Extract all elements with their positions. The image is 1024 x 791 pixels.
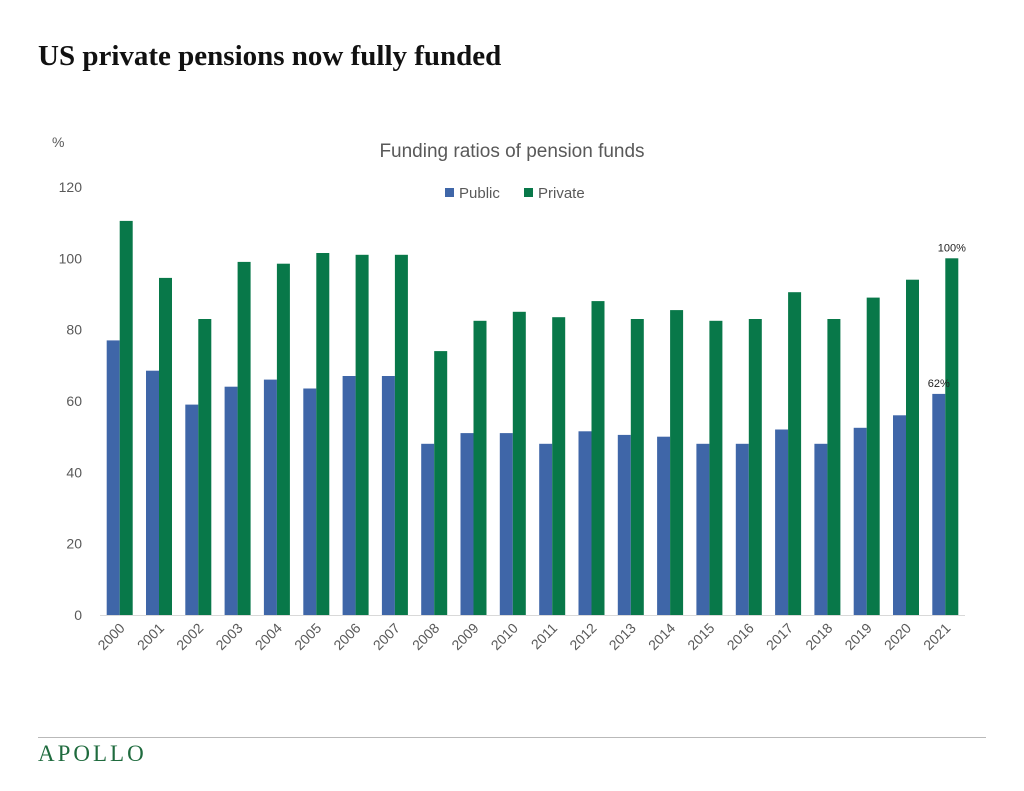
x-tick-label: 2020	[881, 620, 914, 653]
bar-public-2019	[853, 427, 867, 616]
legend-swatch-private	[524, 188, 533, 197]
bar-private-2009	[473, 320, 487, 616]
legend-label-public: Public	[459, 185, 500, 202]
bar-private-2012	[591, 301, 605, 615]
bar-chart: 0 20 40 60 80 100 120 2000 2001 2002 2003 2004 2005…	[52, 134, 966, 653]
bar-public-2015	[696, 443, 710, 615]
bar-public-2017	[775, 429, 789, 615]
bar-public-2001	[146, 370, 159, 615]
x-axis-ticks: 2000 2001 2002 2003 2004 2005 2006 2007 2008 2009…	[94, 620, 953, 653]
bar-private-2018	[827, 319, 841, 615]
x-tick-label: 2018	[802, 620, 835, 653]
bar-private-2007	[394, 254, 408, 616]
y-tick-label: 120	[59, 179, 83, 195]
bar-public-2021	[932, 393, 946, 615]
x-tick-label: 2010	[488, 620, 521, 653]
x-tick-label: 2005	[291, 620, 324, 653]
bar-private-2021	[945, 258, 959, 615]
bar-public-2020	[893, 415, 906, 615]
bar-private-2010	[512, 311, 526, 615]
x-tick-label: 2013	[606, 620, 639, 653]
bar-public-2009	[460, 433, 474, 615]
bar-private-2016	[748, 319, 762, 615]
x-tick-label: 2007	[370, 620, 403, 653]
y-axis-ticks: 0 20 40 60 80 100 120	[59, 179, 83, 623]
bar-private-2005	[316, 253, 330, 615]
x-tick-label: 2001	[134, 620, 167, 653]
bar-private-2003	[237, 261, 251, 615]
bar-public-2003	[224, 386, 238, 615]
x-tick-label: 2004	[252, 620, 285, 653]
x-tick-label: 2009	[448, 620, 481, 653]
x-tick-label: 2021	[920, 620, 953, 653]
bar-public-2002	[185, 404, 199, 615]
bar-private-2008	[434, 351, 448, 615]
bar-private-2015	[709, 320, 723, 616]
bar-private-2013	[630, 319, 644, 615]
y-axis-unit-label: %	[52, 134, 64, 150]
bar-private-2000	[119, 220, 133, 615]
bar-private-2011	[552, 317, 566, 615]
page-title: US private pensions now fully funded	[38, 40, 502, 72]
bar-private-2017	[788, 292, 802, 615]
legend-label-private: Private	[538, 185, 585, 202]
bar-public-2004	[263, 379, 277, 615]
bar-public-2013	[617, 434, 631, 615]
bar-private-2004	[276, 263, 290, 615]
x-tick-label: 2015	[684, 620, 717, 653]
bar-public-2005	[303, 388, 317, 615]
x-tick-label: 2012	[566, 620, 599, 653]
data-label-private-2021: 100%	[938, 242, 966, 254]
y-tick-label: 60	[66, 393, 82, 409]
bar-public-2016	[735, 443, 749, 615]
footer-divider	[38, 737, 986, 738]
bar-public-2008	[421, 443, 435, 615]
data-label-public-2021: 62%	[928, 378, 950, 390]
bar-private-2006	[355, 254, 369, 616]
bar-private-2002	[198, 319, 212, 615]
bar-public-2006	[342, 376, 356, 615]
bar-public-2000	[106, 340, 120, 615]
chart-bars	[106, 220, 959, 616]
bar-public-2014	[657, 436, 671, 615]
bar-private-2019	[866, 297, 880, 615]
data-labels: 62% 100%	[928, 242, 966, 390]
bar-public-2012	[578, 431, 592, 615]
bar-private-2020	[906, 279, 919, 615]
brand-logo: APOLLO	[38, 741, 147, 766]
chart-title: Funding ratios of pension funds	[379, 141, 644, 162]
x-tick-label: 2002	[173, 620, 206, 653]
x-tick-label: 2017	[763, 620, 796, 653]
y-tick-label: 40	[66, 464, 82, 480]
x-tick-label: 2011	[528, 620, 561, 653]
bar-public-2010	[499, 433, 513, 615]
x-tick-label: 2016	[724, 620, 757, 653]
y-tick-label: 100	[59, 250, 83, 266]
bar-public-2018	[814, 443, 828, 615]
chart-legend: Public Private	[445, 185, 585, 202]
x-tick-label: 2019	[841, 620, 874, 653]
y-tick-label: 80	[66, 322, 82, 338]
x-tick-label: 2000	[94, 620, 127, 653]
bar-public-2011	[539, 443, 553, 615]
x-tick-label: 2014	[645, 620, 678, 653]
bar-private-2001	[159, 277, 172, 615]
y-tick-label: 0	[74, 607, 82, 623]
y-tick-label: 20	[66, 536, 82, 552]
x-tick-label: 2008	[409, 620, 442, 653]
legend-swatch-public	[445, 188, 454, 197]
x-tick-label: 2006	[330, 620, 363, 653]
bar-private-2014	[670, 310, 684, 615]
bar-public-2007	[381, 376, 395, 615]
x-tick-label: 2003	[212, 620, 245, 653]
